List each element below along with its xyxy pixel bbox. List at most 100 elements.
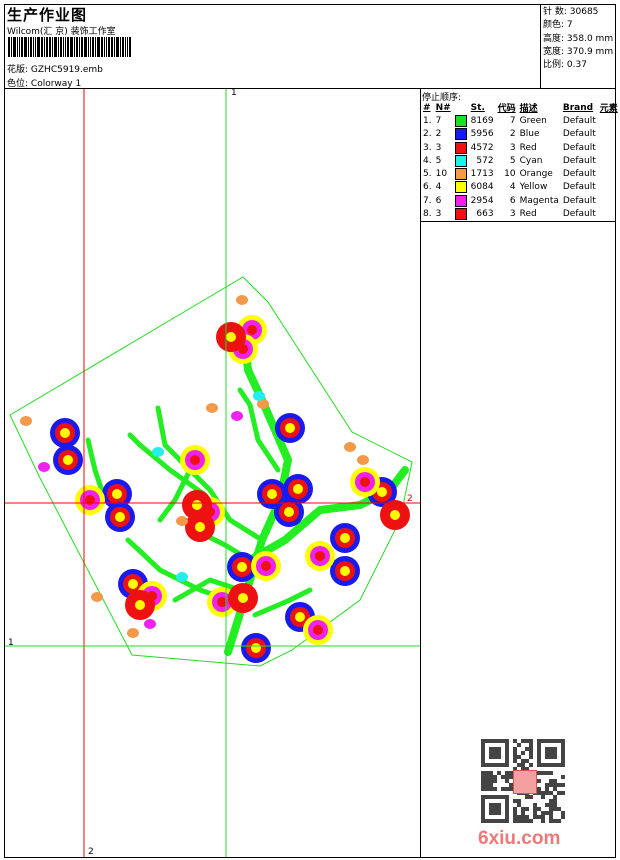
qr-module [549,771,553,775]
flower-bud [91,592,103,602]
qr-module [553,803,557,807]
qr-module [549,799,553,803]
col-brand: Brand [562,102,594,113]
row-needle: 4 [435,182,442,193]
design-preview [5,89,420,857]
qr-module [525,759,529,763]
qr-module [545,771,549,775]
row-desc: Blue [519,129,540,140]
qr-module [489,775,493,779]
flower-bud [38,462,50,472]
qr-module [537,771,541,775]
table-row: 5. 10 1713 10 Orange Default [421,167,620,181]
stem [157,467,193,523]
color-swatch [454,208,467,221]
flower-center [237,562,247,572]
row-needle: 6 [435,195,442,206]
stem [127,432,208,498]
qr-module [513,819,517,823]
row-index: 3. [423,142,432,153]
row-brand: Default [562,195,596,206]
qr-module [521,819,525,823]
row-brand: Default [562,155,596,166]
qr-module [493,775,497,779]
flower-center [63,455,73,465]
colorway: 色位: Colorway 1 [7,76,81,89]
qr-module [553,779,557,783]
qr-module [485,783,489,787]
row-code: 10 [504,169,516,180]
color-swatch [454,141,467,154]
stat-label: 高度: [543,33,565,44]
qr-module [521,759,525,763]
stat-label: 颜色: [543,20,565,31]
qr-module [541,819,545,823]
col-code: 代码 [497,104,516,115]
qr-module [509,771,513,775]
row-stitches: 6084 [470,182,494,193]
qr-module [489,771,493,775]
color-swatch [454,154,467,167]
design-value: GZHC5919.emb [30,65,103,75]
qr-module [529,739,533,743]
row-desc: Orange [519,169,553,180]
qr-module [553,819,557,823]
qr-module [553,783,557,787]
flower-bud [144,619,156,629]
stem [85,437,108,503]
flower-center [226,332,236,342]
row-index: 6. [423,182,432,193]
color-swatch [454,128,467,141]
row-index: 5. [423,169,432,180]
row-code: 6 [509,195,516,206]
guide-label-right: 2 [407,494,413,504]
row-needle: 2 [435,129,442,140]
flower-center [192,500,202,510]
row-code: 2 [509,129,516,140]
col-index: # [423,102,431,113]
qr-module [489,747,501,759]
qr-module [541,791,545,795]
flower-bud [257,399,269,409]
row-needle: 3 [435,209,442,220]
qr-module [557,783,561,787]
qr-module [557,807,561,811]
flower-bud [236,295,248,305]
qr-module [549,811,553,815]
flower-center [60,428,70,438]
guide-label-left: 1 [8,638,14,648]
qr-module [497,771,501,775]
row-index: 2. [423,129,432,140]
flower-center [293,484,303,494]
flower-center [112,489,122,499]
qr-module [481,775,485,779]
qr-module [541,811,545,815]
row-stitches: 8169 [470,115,494,126]
colorway-label: 色位: [7,79,29,89]
qr-module [525,767,529,771]
row-code: 4 [509,182,516,193]
qr-module [521,807,525,811]
color-swatch [454,114,467,127]
color-swatch [454,168,467,181]
qr-module [517,819,521,823]
stop-sequence-table: # N# St. 代码 描述 Brand 元素 1. 7 8169 7 Gree… [421,101,620,221]
table-row: 2. 2 5956 2 Blue Default [421,128,620,141]
stem [172,577,243,603]
qr-module [533,803,537,807]
right-panel-divider [420,88,421,858]
flower-center [284,507,294,517]
row-code: 7 [509,115,516,126]
flower-center [295,612,305,622]
qr-module [549,783,553,787]
qr-module [549,803,553,807]
color-swatch [454,194,467,207]
qr-module [521,811,525,815]
qr-module [525,739,529,743]
design-label: 花版: [7,65,29,75]
flower-bud [206,403,218,413]
qr-module [481,783,485,787]
qr-module [561,783,565,787]
qr-module [489,803,501,815]
row-stitches: 4572 [470,142,494,153]
